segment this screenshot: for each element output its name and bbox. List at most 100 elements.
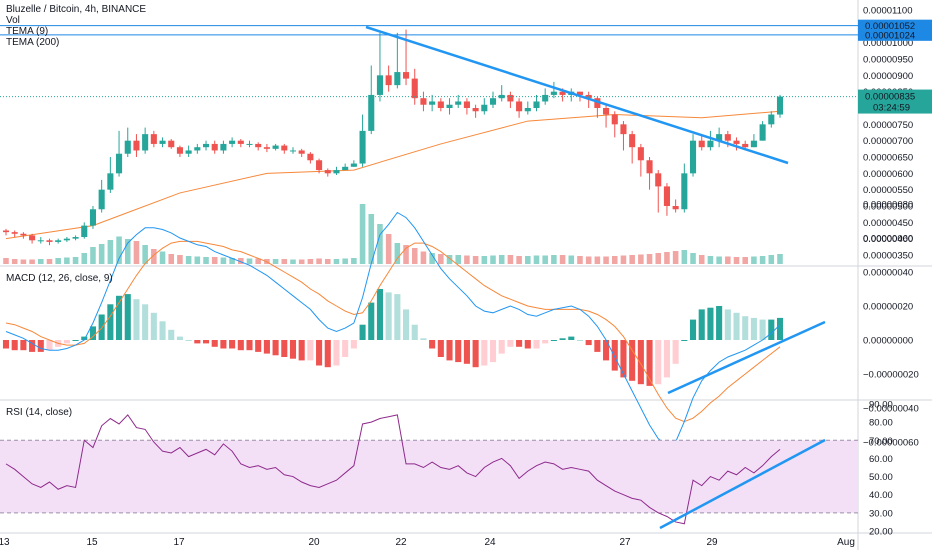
last-price-text: 0.00000835 <box>865 92 915 103</box>
volume-bar <box>64 257 70 264</box>
candle-body <box>489 98 497 105</box>
volume-bar <box>568 255 575 264</box>
macd-histogram-bar <box>342 340 349 357</box>
rsi-line <box>5 414 781 525</box>
candle-body <box>359 130 366 164</box>
candle-body <box>516 101 523 112</box>
volume-bar <box>751 256 757 264</box>
candle-body <box>202 143 210 148</box>
candle-body <box>116 153 123 174</box>
price-tick-label: 0.00000400 <box>863 234 913 245</box>
macd-histogram-bar <box>403 309 410 340</box>
volume-bar <box>211 257 218 264</box>
symbol-title: Bluzelle / Bitcoin, 4h, BINANCE <box>6 4 147 15</box>
macd-label: MACD (12, 26, close, 9) <box>6 273 113 284</box>
candle-body <box>2 230 10 233</box>
price-tick-label: 0.00001000 <box>863 38 913 49</box>
volume-bar <box>768 255 775 264</box>
macd-histogram-bar <box>542 340 549 344</box>
candle-body <box>437 101 444 108</box>
macd-tick-label: 0.00000040 <box>863 268 913 279</box>
macd-histogram-bar <box>568 336 575 340</box>
tema9-label: TEMA (9) <box>6 26 49 37</box>
candle-body <box>168 140 175 148</box>
candle-body <box>594 98 601 108</box>
candle-body <box>776 96 784 115</box>
rsi-tick-label: 40.00 <box>869 490 893 501</box>
volume-bar <box>664 252 670 264</box>
candle-body <box>255 143 262 148</box>
macd-histogram-bar <box>202 340 210 344</box>
macd-histogram-bar <box>603 340 610 361</box>
volume-bar <box>81 253 88 264</box>
candle-body <box>29 235 36 241</box>
macd-histogram-bar <box>524 340 531 349</box>
volume-bar <box>3 258 9 264</box>
candle-body <box>698 140 705 148</box>
volume-bar <box>507 255 514 264</box>
macd-histogram-bar <box>742 316 749 340</box>
macd-histogram-bar <box>211 340 218 347</box>
macd-histogram-bar <box>655 340 662 385</box>
macd-tick-label: 0.00000020 <box>863 302 913 313</box>
macd-histogram-bar <box>646 340 653 386</box>
rsi-tick-label: 80.00 <box>869 418 893 429</box>
candle-body <box>768 114 775 125</box>
volume-bar <box>620 255 627 264</box>
macd-histogram-bar <box>98 314 105 340</box>
macd-histogram-bar <box>333 340 340 366</box>
macd-histogram-bar <box>263 340 270 354</box>
candle-body <box>750 140 757 148</box>
macd-tick-label: −0.00000060 <box>863 438 919 449</box>
volume-bar <box>655 253 662 264</box>
rsi-tick-label: 50.00 <box>869 472 893 483</box>
main-legend: Bluzelle / Bitcoin, 4h, BINANCE Vol TEMA… <box>6 4 146 48</box>
volume-bar <box>594 256 601 264</box>
time-axis-label: 22 <box>395 537 407 548</box>
candle-body <box>333 170 340 174</box>
time-axis-label: Aug <box>837 537 855 548</box>
candle-body <box>733 140 740 144</box>
volume-bar <box>420 251 427 264</box>
candle-body <box>533 101 540 108</box>
price-tick-label: 0.00000700 <box>863 136 913 147</box>
macd-histogram-bar <box>585 340 592 346</box>
candle-body <box>681 173 688 210</box>
volume-bar <box>759 256 766 264</box>
candle-body <box>742 143 749 148</box>
candle-body <box>542 94 549 102</box>
volume-bar <box>46 259 53 264</box>
macd-histogram-bar <box>176 336 183 340</box>
price-tick-label: 0.00000450 <box>863 218 913 229</box>
candle-body <box>350 163 357 167</box>
macd-histogram-bar <box>611 340 618 371</box>
volume-bar <box>472 256 479 264</box>
volume-bar <box>55 258 61 264</box>
macd-histogram-bar <box>637 340 644 385</box>
volume-bar <box>638 254 644 264</box>
candle-body <box>637 147 644 161</box>
macd-histogram-bar <box>81 336 88 340</box>
volume-bar <box>316 258 322 264</box>
candle-body <box>194 147 201 151</box>
candle-body <box>689 140 697 174</box>
macd-histogram-bar <box>759 319 766 340</box>
candle-body <box>446 104 453 108</box>
volume-bar <box>525 256 531 264</box>
candle-body <box>420 98 427 105</box>
macd-histogram-bar <box>394 294 401 340</box>
candle-body <box>263 147 270 149</box>
macd-histogram-bar <box>507 340 514 347</box>
volume-bar <box>455 255 462 264</box>
volume-bar <box>98 244 105 264</box>
macd-histogram-bar <box>29 340 36 352</box>
macd-histogram-bar <box>255 340 262 352</box>
candle-body <box>246 143 253 145</box>
volume-bar <box>20 259 27 264</box>
rsi-label: RSI (14, close) <box>6 407 73 418</box>
volume-bar <box>377 224 383 264</box>
volume-bar <box>464 255 470 264</box>
candle-body <box>646 160 653 174</box>
